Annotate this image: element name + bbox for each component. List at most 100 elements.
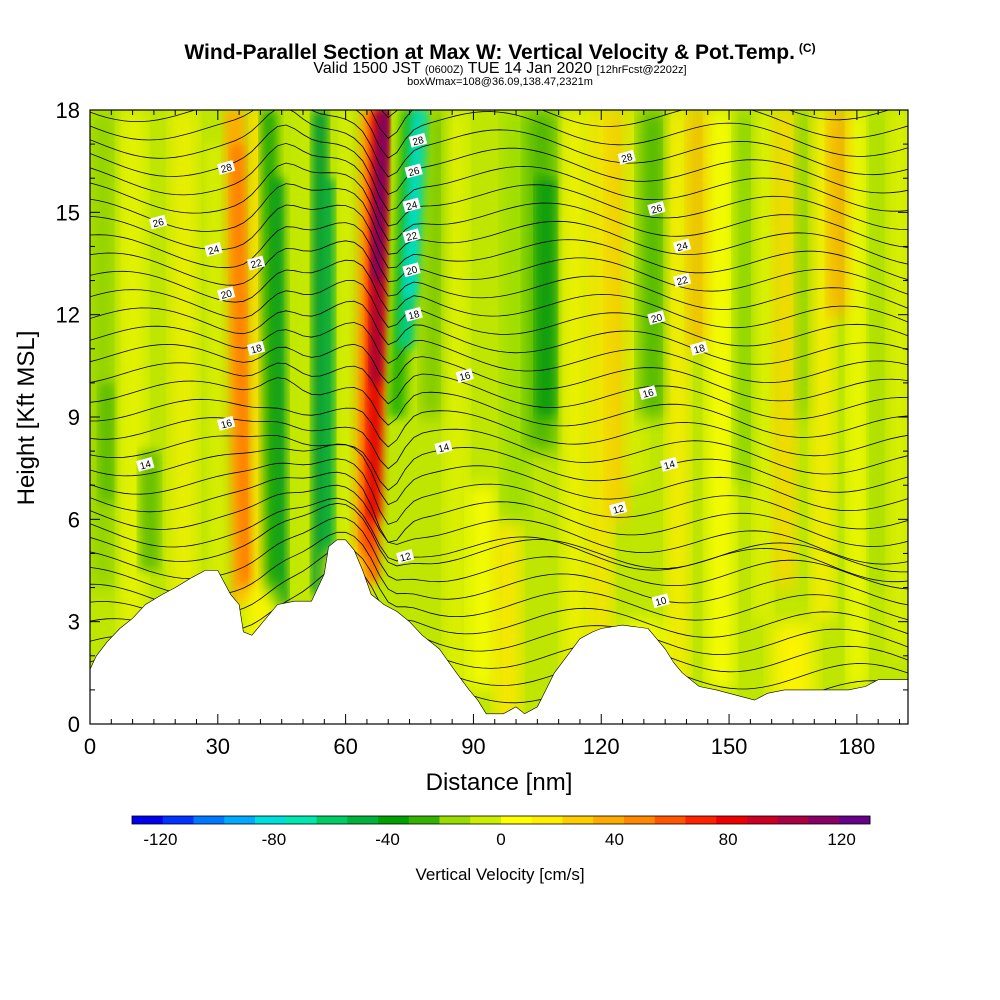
contour-label-20: 22 (676, 275, 690, 289)
contour-label-bg-0 (217, 160, 236, 175)
isentrope-33 (90, 110, 908, 159)
colorbar-swatch-8 (378, 816, 410, 824)
contour-label-group-14: 16 (455, 368, 474, 384)
y-tick-label-1: 3 (68, 610, 80, 635)
contour-label-group-23: 16 (638, 385, 658, 401)
contour-label-group-8: 28 (408, 132, 428, 148)
colorbar-swatch-10 (439, 816, 471, 824)
colorbar-swatch-18 (685, 816, 717, 824)
contour-label-9: 26 (407, 166, 421, 180)
x-axis-tick-labels: 0 30 60 90 120 150 180 (84, 734, 875, 759)
contour-label-group-7: 14 (136, 456, 155, 473)
contour-label-4: 20 (220, 288, 234, 302)
contour-label-group-4: 20 (217, 286, 236, 302)
contour-label-group-17: 28 (617, 149, 636, 166)
copyright-mark: (C) (798, 41, 816, 55)
x-tick-label-3: 90 (461, 734, 485, 759)
contour-label-16: 12 (399, 551, 413, 565)
contour-label-bg-9 (404, 163, 423, 179)
y-tick-label-3: 9 (68, 405, 80, 430)
contour-label-6: 16 (220, 418, 234, 432)
axis-ticks (89, 109, 908, 725)
contour-label-group-13: 18 (404, 306, 423, 322)
colorbar-swatch-17 (654, 816, 686, 824)
contour-label-2: 24 (207, 244, 221, 258)
y-tick-label-5: 15 (56, 200, 80, 225)
isentrope-24 (90, 240, 908, 310)
isentrope-26 (90, 204, 908, 281)
velocity-band-31 (590, 110, 612, 690)
y-axis-title: Height [Kft MSL] (13, 331, 40, 506)
contour-label-24: 14 (663, 459, 677, 473)
isentrope-34 (370, 110, 908, 139)
contour-label-11: 22 (405, 230, 419, 244)
velocity-band-38 (735, 110, 757, 486)
colorbar-tick-label-6: 120 (827, 830, 855, 849)
contour-label-0: 28 (220, 162, 234, 176)
contour-label-group-19: 24 (672, 238, 692, 254)
colorbar-tick-label-5: 80 (719, 830, 738, 849)
y-tick-label-6: 18 (56, 98, 80, 123)
y-axis-tick-labels: 0 3 6 9 12 15 18 (56, 98, 80, 737)
colorbar-swatch-2 (193, 816, 225, 824)
contour-label-bg-2 (204, 242, 223, 257)
velocity-band-39 (754, 110, 772, 622)
velocity-band-42 (812, 110, 834, 622)
colorbar-swatch-7 (347, 816, 379, 824)
contour-label-25: 12 (612, 503, 626, 517)
contour-label-26: 10 (654, 595, 668, 609)
isentrope-28 (90, 162, 908, 248)
isentrope-14 (90, 434, 908, 493)
contour-label-bg-14 (455, 368, 474, 384)
contour-label-group-20: 22 (672, 272, 692, 289)
contour-label-group-1: 26 (148, 214, 168, 230)
y-tick-label-0: 0 (68, 712, 80, 737)
colorbar-tick-label-0: -120 (143, 830, 177, 849)
contour-label-bg-4 (217, 286, 236, 302)
contour-label-bg-6 (217, 415, 236, 431)
contour-label-18: 26 (650, 203, 664, 217)
isentrope-9 (90, 497, 908, 583)
colorbar-tick-label-2: -40 (375, 830, 400, 849)
colorbar-swatch-9 (408, 816, 440, 824)
chart-title: Wind-Parallel Section at Max W: Vertical… (0, 36, 1000, 65)
plot-area (90, 110, 908, 724)
isentrope-7 (90, 516, 908, 590)
contour-label-bg-11 (402, 228, 421, 244)
contour-label-group-26: 10 (651, 593, 670, 609)
isentrope-32 (90, 110, 908, 178)
velocity-band-44 (848, 110, 866, 690)
contour-label-group-2: 24 (204, 242, 223, 258)
velocity-band-35 (667, 110, 689, 690)
x-tick-label-4: 120 (583, 734, 620, 759)
contour-label-bg-15 (434, 439, 453, 455)
velocity-band-29 (535, 178, 557, 417)
velocity-band-4 (170, 110, 197, 622)
contour-label-group-12: 20 (402, 262, 421, 278)
colorbar-tick-labels: -120 -80 -40 0 40 80 120 (143, 830, 855, 849)
velocity-band-24 (445, 110, 468, 690)
colorbar-swatch-6 (316, 816, 348, 824)
velocity-band-1 (98, 382, 116, 503)
x-tick-label-1: 30 (206, 734, 230, 759)
isentrope-35 (380, 110, 891, 121)
subtitle-date: TUE 14 Jan 2020 (467, 60, 593, 77)
contour-label-bg-16 (396, 549, 415, 564)
isentrope-27 (90, 183, 908, 265)
y-tick-label-4: 12 (56, 303, 80, 328)
contour-label-group-5: 18 (246, 340, 266, 357)
contour-label-group-18: 26 (647, 201, 666, 217)
colorbar-swatch-20 (747, 816, 779, 824)
contour-label-group-0: 28 (217, 160, 236, 176)
velocity-band-11 (294, 110, 312, 605)
contour-label-bg-7 (136, 456, 155, 472)
colorbar (131, 815, 871, 825)
colorbar-swatch-0 (132, 816, 164, 824)
contour-label-group-11: 22 (402, 228, 421, 244)
contour-label-bg-8 (408, 132, 428, 148)
colorbar-tick-label-1: -80 (262, 830, 287, 849)
contour-label-bg-22 (689, 340, 709, 356)
colorbar-swatch-11 (470, 816, 502, 824)
isentrope-20 (90, 322, 908, 384)
